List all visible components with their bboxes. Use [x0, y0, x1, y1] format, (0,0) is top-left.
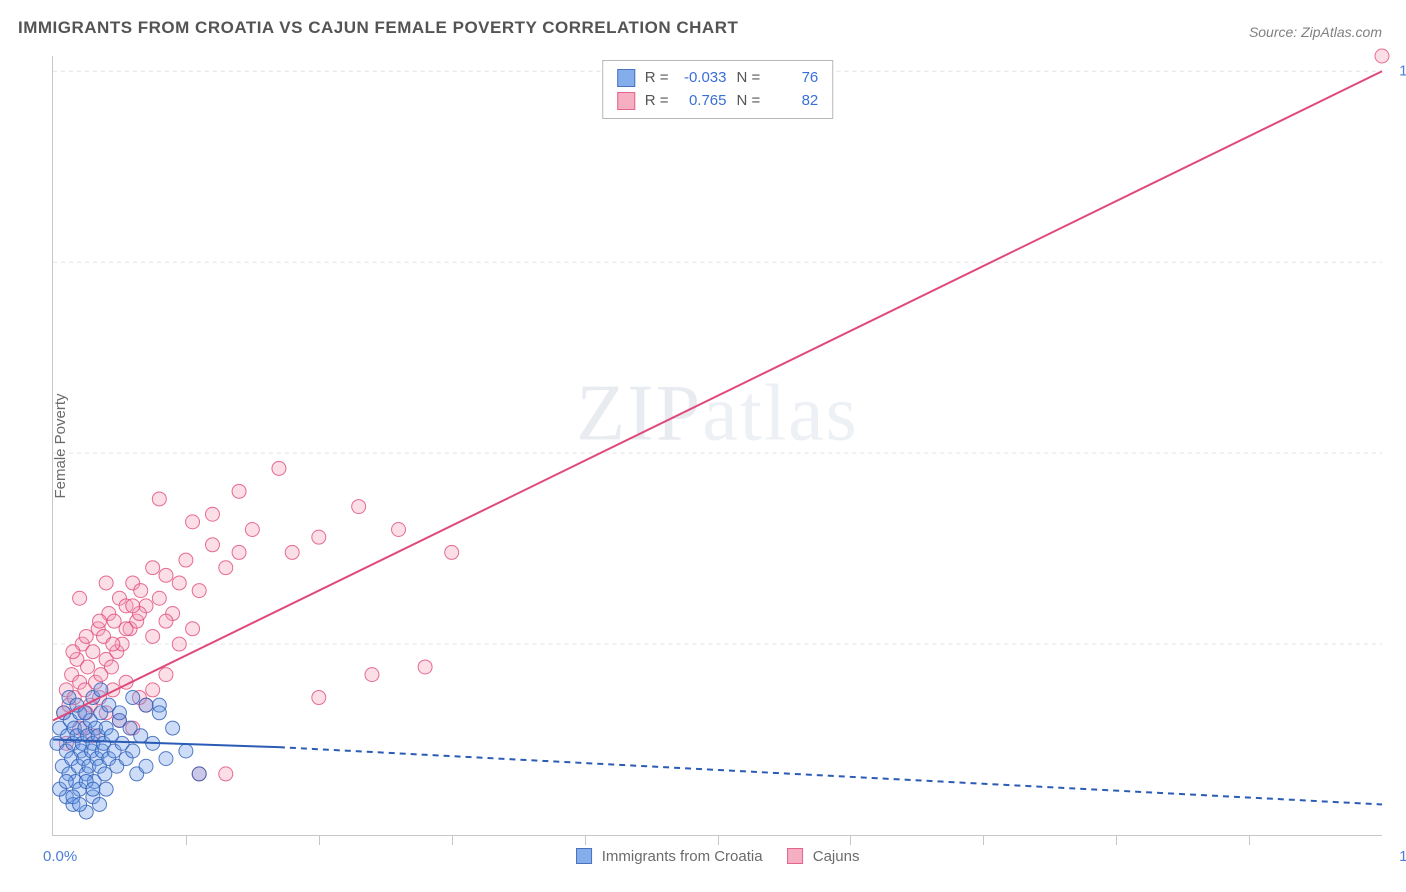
- x-minor-tick: [718, 835, 719, 845]
- legend-swatch-series1: [617, 69, 635, 87]
- series2-r-value: 0.765: [679, 90, 727, 113]
- x-minor-tick: [319, 835, 320, 845]
- x-minor-tick: [1116, 835, 1117, 845]
- r-label: R =: [645, 90, 669, 113]
- plot-area: ZIPatlas R = -0.033 N = 76 R = 0.765 N =…: [52, 56, 1382, 836]
- x-minor-tick: [850, 835, 851, 845]
- legend-label-series1: Immigrants from Croatia: [602, 848, 763, 865]
- legend-swatch-series2: [617, 92, 635, 110]
- n-label: N =: [737, 67, 761, 90]
- series2-n-value: 82: [770, 90, 818, 113]
- y-tick-100: 100.0%: [1399, 63, 1406, 80]
- correlation-legend: R = -0.033 N = 76 R = 0.765 N = 82: [602, 60, 834, 119]
- chart-title: IMMIGRANTS FROM CROATIA VS CAJUN FEMALE …: [18, 18, 738, 38]
- series1-n-value: 76: [770, 67, 818, 90]
- series1-r-value: -0.033: [679, 67, 727, 90]
- legend-swatch-series1: [576, 848, 592, 864]
- series-legend: Immigrants from Croatia Cajuns: [576, 848, 860, 865]
- n-label: N =: [737, 90, 761, 113]
- legend-item-series2: Cajuns: [787, 848, 860, 865]
- x-tick-100: 100.0%: [1399, 848, 1406, 865]
- legend-item-series1: Immigrants from Croatia: [576, 848, 763, 865]
- x-minor-tick: [452, 835, 453, 845]
- legend-row-series1: R = -0.033 N = 76: [617, 67, 819, 90]
- source-attribution: Source: ZipAtlas.com: [1249, 24, 1382, 40]
- x-minor-tick: [585, 835, 586, 845]
- legend-swatch-series2: [787, 848, 803, 864]
- x-tick-0: 0.0%: [43, 848, 77, 865]
- x-minor-tick: [1249, 835, 1250, 845]
- x-minor-tick: [983, 835, 984, 845]
- r-label: R =: [645, 67, 669, 90]
- chart-svg: [53, 56, 1382, 835]
- legend-label-series2: Cajuns: [813, 848, 860, 865]
- legend-row-series2: R = 0.765 N = 82: [617, 90, 819, 113]
- x-minor-tick: [186, 835, 187, 845]
